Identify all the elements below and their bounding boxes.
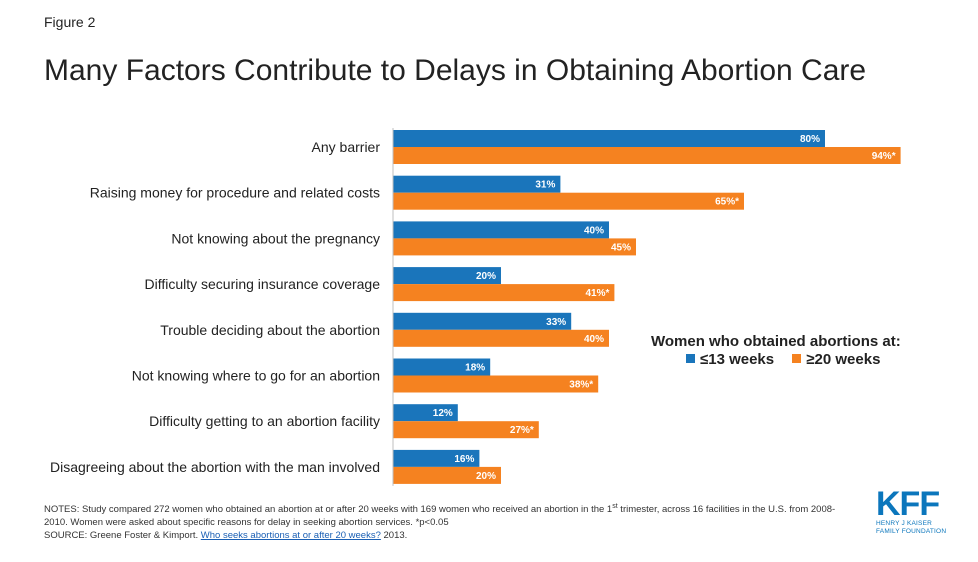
bar-13-weeks [393,358,491,376]
chart-title: Many Factors Contribute to Delays in Obt… [44,54,867,87]
bar-20-weeks [393,375,599,393]
bar-chart: Any barrier 80% 94%* Raising money for proc… [50,128,901,486]
notes-part-1: NOTES: Study compared 272 women who obta… [44,504,613,516]
source-suffix: 2013. [380,530,408,542]
bar-13-weeks [393,404,458,422]
notes-text: NOTES: Study compared 272 women who obta… [44,500,844,529]
logo-mark: KFF [876,485,940,523]
notes-part-2: trimester, across 16 facilities in the U… [44,504,836,529]
notes-superscript: st [612,503,618,510]
bar-20-weeks [393,238,636,256]
data-label: 41%* [585,288,609,299]
category-label: Difficulty securing insurance coverage [144,276,380,292]
bar-20-weeks [393,329,609,347]
data-label: 40% [584,334,604,345]
data-label: 33% [546,317,566,328]
category-label: Difficulty getting to an abortion facili… [149,413,380,429]
data-label: 27%* [510,425,534,436]
data-label: 45% [611,242,631,253]
category-label: Not knowing where to go for an abortion [132,368,380,384]
legend-swatch-orange [792,354,802,363]
logo-line-2: FAMILY FOUNDATION [876,528,947,535]
legend-item-20-weeks: ≥20 weeks [792,351,880,368]
source-prefix: SOURCE: Greene Foster & Kimport. [44,530,201,542]
legend-label-13-weeks: ≤13 weeks [700,351,775,368]
data-label: 16% [454,454,474,465]
source-link[interactable]: Who seeks abortions at or after 20 weeks… [200,530,381,542]
data-label: 20% [476,471,496,482]
bar-13-weeks [393,175,561,193]
bar-20-weeks [393,421,539,439]
bar-20-weeks [393,466,501,484]
category-label: Raising money for procedure and related … [90,185,380,201]
data-label: 31% [535,180,555,191]
notes: NOTES: Study compared 272 women who obta… [44,500,844,542]
figure-label: Figure 2 [44,14,96,30]
kff-logo: KFF HENRY J KAISER FAMILY FOUNDATION [876,485,956,536]
source-text: SOURCE: Greene Foster & Kimport. Who see… [44,529,844,542]
bar-13-weeks [393,312,572,330]
category-label: Not knowing about the pregnancy [171,230,380,246]
legend-swatch-blue [686,354,695,363]
category-label: Trouble deciding about the abortion [160,322,380,338]
data-label: 65%* [715,197,739,208]
data-label: 20% [476,271,496,282]
data-label: 94%* [872,151,896,162]
data-label: 38%* [569,380,593,391]
bar-13-weeks [393,449,480,467]
data-label: 40% [584,225,604,236]
bar-13-weeks [393,267,501,285]
bar-20-weeks [393,147,901,164]
bar-20-weeks [393,192,744,210]
legend: ≤13 weeks ≥20 weeks [686,351,894,368]
category-label: Disagreeing about the abortion with the … [50,459,380,475]
legend-title: Women who obtained abortions at: [651,333,901,350]
logo-line-1: HENRY J KAISER [876,520,933,527]
data-label: 18% [465,363,485,374]
legend-label-20-weeks: ≥20 weeks [806,351,881,368]
bar-13-weeks [393,130,825,147]
data-label: 80% [800,134,820,145]
bar-20-weeks [393,284,615,302]
legend-item-13-weeks: ≤13 weeks [686,351,774,368]
bar-13-weeks [393,221,609,239]
data-label: 12% [433,408,453,419]
category-label: Any barrier [312,139,381,155]
